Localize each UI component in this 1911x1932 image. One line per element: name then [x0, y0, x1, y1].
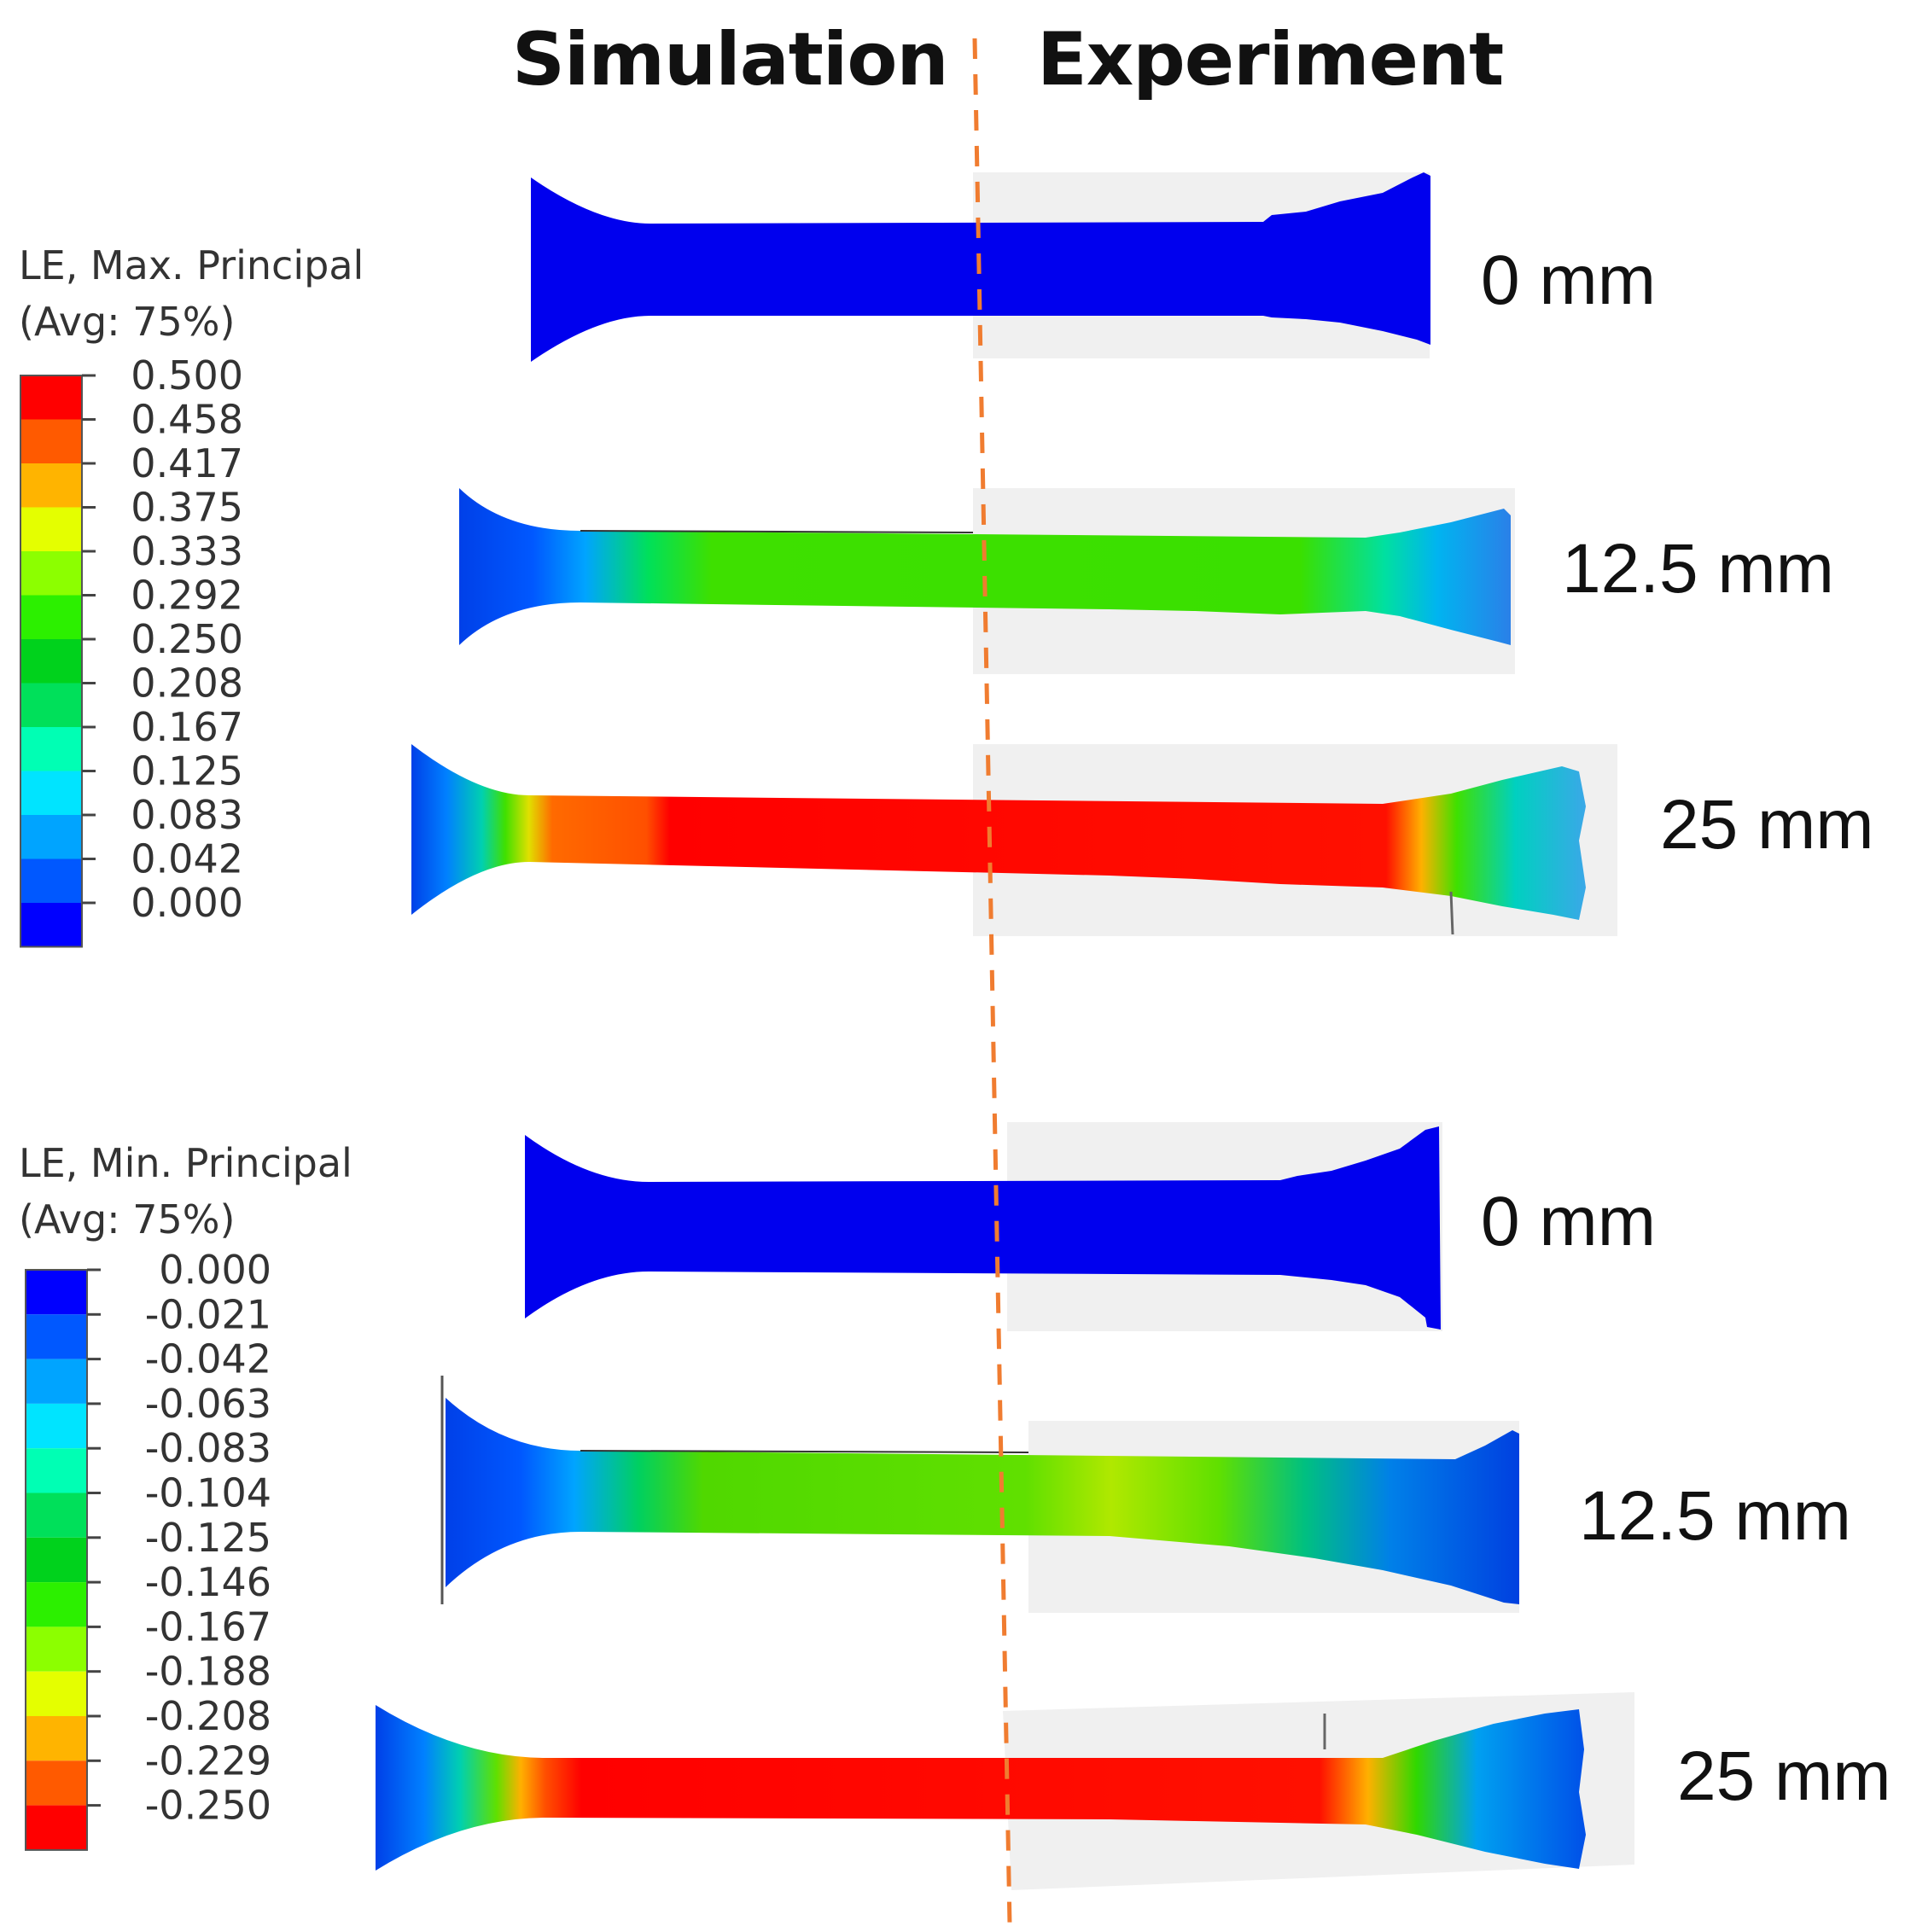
legend-min-tick-label-3: -0.063	[145, 1381, 271, 1427]
legend-min-title-line1: LE, Min. Principal	[19, 1140, 352, 1186]
specimen-bottom-1	[446, 1398, 1519, 1604]
legend-max-tick-label-11: 0.042	[131, 836, 243, 882]
legend-max-title: LE, Max. Principal (Avg: 75%)	[19, 237, 364, 350]
legend-min-tick-label-9: -0.188	[145, 1649, 271, 1695]
legend-max-color-swatch-4	[20, 551, 82, 596]
legend-min-color-swatch-5	[26, 1493, 87, 1538]
legend-max-colorbar: 0.5000.4580.4170.3750.3330.2920.2500.208…	[20, 352, 243, 948]
legend-min-tick-label-6: -0.125	[145, 1515, 271, 1561]
legend-min-colorbar-border	[25, 1269, 88, 1851]
legend-max-color-swatch-8	[20, 727, 82, 771]
legend-max-color-swatch-5	[20, 595, 82, 639]
legend-max-color-swatch-2	[20, 463, 82, 508]
legend-max-tick-label-9: 0.125	[131, 748, 243, 794]
legend-min-tick-label-5: -0.104	[145, 1470, 271, 1516]
top-label-2: 25 mm	[1660, 786, 1874, 864]
legend-min-color-swatch-11	[26, 1760, 87, 1806]
legend-max-title-line2: (Avg: 75%)	[19, 299, 236, 345]
experiment-header: Experiment	[1037, 17, 1504, 102]
legend-max-color-swatch-0	[20, 375, 82, 420]
specimen-top-2-crack	[1449, 891, 1454, 935]
specimen-top-2	[411, 744, 1586, 920]
legend-min-color-swatch-2	[26, 1359, 87, 1404]
legend-max-color-swatch-11	[20, 858, 82, 903]
legend-max-tick-label-10: 0.083	[131, 792, 243, 838]
legend-min-tick-label-4: -0.083	[145, 1425, 271, 1471]
legend-min-title: LE, Min. Principal (Avg: 75%)	[19, 1135, 352, 1248]
specimen-bottom-1-mid-edge	[580, 1450, 1029, 1453]
legend-min-color-swatch-12	[26, 1805, 87, 1850]
legend-max-tick-label-3: 0.375	[131, 485, 243, 531]
legend-min-tick-label-8: -0.167	[145, 1603, 271, 1650]
legend-max-tick-label-2: 0.417	[131, 440, 243, 486]
legend-max-color-swatch-7	[20, 683, 82, 727]
legend-min-tick-label-10: -0.208	[145, 1693, 271, 1739]
legend-max-color-swatch-9	[20, 771, 82, 815]
legend-min-tick-label-2: -0.042	[145, 1336, 271, 1382]
legend-max-tick-label-7: 0.208	[131, 660, 243, 707]
specimen-bottom-0	[525, 1126, 1441, 1330]
legend-min-color-swatch-0	[26, 1270, 87, 1315]
legend-min-color-swatch-6	[26, 1537, 87, 1583]
legend-min-color-swatch-10	[26, 1716, 87, 1761]
specimen-top-1	[459, 488, 1511, 645]
legend-max-color-swatch-10	[20, 815, 82, 859]
legend-min-color-swatch-8	[26, 1626, 87, 1672]
legend-max-color-swatch-1	[20, 419, 82, 463]
legend-min-color-swatch-1	[26, 1314, 87, 1359]
legend-min-tick-label-12: -0.250	[145, 1783, 271, 1829]
legend-min-color-swatch-7	[26, 1582, 87, 1627]
legend-max-colorbar-border	[20, 375, 83, 948]
legend-max-tick-label-4: 0.333	[131, 528, 243, 574]
bottom-label-2: 25 mm	[1677, 1737, 1891, 1815]
legend-min-tick-label-7: -0.146	[145, 1559, 271, 1605]
legend-max-color-swatch-3	[20, 507, 82, 551]
bottom-label-0: 0 mm	[1481, 1183, 1656, 1260]
legend-max-title-line1: LE, Max. Principal	[19, 242, 364, 288]
specimen-bottom-2	[376, 1705, 1586, 1871]
legend-min-color-swatch-3	[26, 1403, 87, 1449]
sim-exp-divider	[972, 38, 1012, 1925]
legend-max-tick-label-1: 0.458	[131, 397, 243, 443]
legend-max-color-swatch-6	[20, 639, 82, 684]
legend-max-tick-label-0: 0.500	[131, 352, 243, 399]
simulation-header: Simulation	[512, 17, 949, 102]
legend-min-tick-label-0: 0.000	[159, 1247, 271, 1293]
legend-max-tick-label-8: 0.167	[131, 704, 243, 750]
legend-min-colorbar: 0.000-0.021-0.042-0.063-0.083-0.104-0.12…	[25, 1247, 271, 1851]
legend-min-color-swatch-9	[26, 1671, 87, 1716]
legend-min-title-line2: (Avg: 75%)	[19, 1196, 236, 1242]
legend-min-tick-label-1: -0.021	[145, 1291, 271, 1337]
legend-max-tick-label-5: 0.292	[131, 573, 243, 619]
legend-min-tick-label-11: -0.229	[145, 1737, 271, 1784]
top-label-0: 0 mm	[1481, 242, 1656, 319]
bottom-label-1: 12.5 mm	[1579, 1477, 1851, 1555]
legend-max-tick-label-6: 0.250	[131, 616, 243, 662]
legend-max-color-swatch-12	[20, 903, 82, 947]
top-label-1: 12.5 mm	[1562, 530, 1834, 608]
specimen-top-1-mid-edge	[580, 530, 974, 533]
legend-min-color-swatch-4	[26, 1448, 87, 1493]
legend-max-tick-label-12: 0.000	[131, 880, 243, 926]
